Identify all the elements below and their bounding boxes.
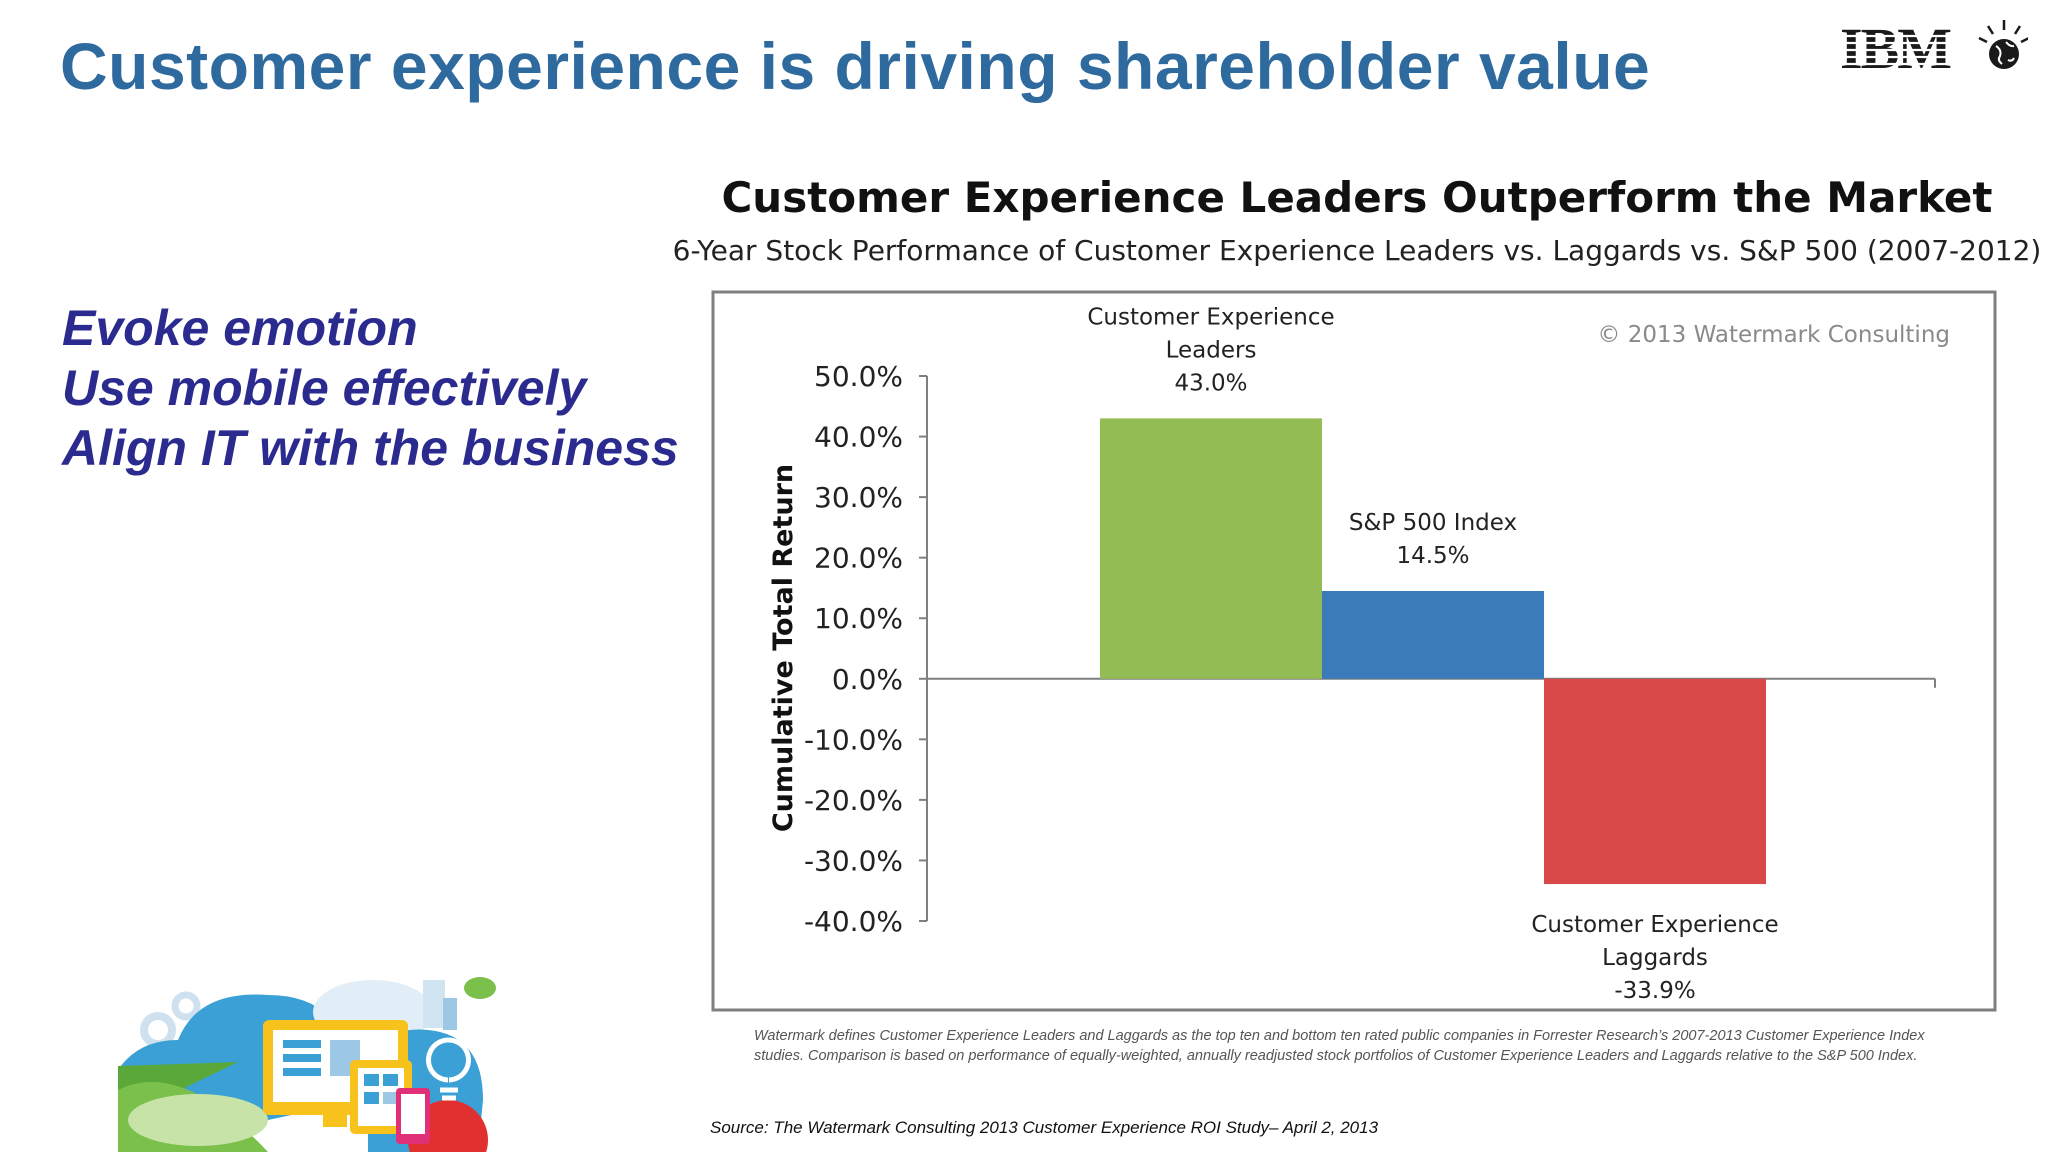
bar-2: [1322, 590, 1544, 679]
bullet-item: Align IT with the business: [62, 420, 679, 476]
ibm-logo-icon: IBM: [1838, 16, 2028, 81]
data-label: -33.9%: [1614, 978, 1695, 1004]
y-tick-label: -10.0%: [804, 723, 903, 756]
y-tick-label: 30.0%: [814, 481, 903, 514]
source-citation: Source: The Watermark Consulting 2013 Cu…: [710, 1118, 1379, 1137]
data-label: Customer Experience: [1087, 304, 1334, 330]
y-tick-label: 20.0%: [814, 542, 903, 575]
y-tick-label: 40.0%: [814, 421, 903, 454]
y-tick-label: 10.0%: [814, 602, 903, 635]
y-tick-label: -40.0%: [804, 905, 903, 938]
y-tick-label: 0.0%: [832, 663, 903, 696]
bullet-item: Evoke emotion: [62, 300, 418, 356]
y-axis-label: Cumulative Total Return: [768, 464, 799, 832]
bullet-list: Evoke emotion Use mobile effectively Ali…: [62, 298, 679, 478]
data-label: Leaders: [1166, 337, 1257, 363]
cloud-devices-illustration: [118, 977, 496, 1152]
bar-3: [1544, 678, 1766, 885]
y-tick-label: 50.0%: [814, 360, 903, 393]
data-label: Laggards: [1602, 945, 1708, 971]
y-tick-label: -30.0%: [804, 844, 903, 877]
chart-title: Customer Experience Leaders Outperform t…: [721, 173, 1992, 222]
bar-1: [1100, 418, 1322, 679]
chart-footnote: Watermark defines Customer Experience Le…: [754, 1028, 1925, 1064]
y-tick-label: -20.0%: [804, 784, 903, 817]
data-label: 14.5%: [1396, 543, 1469, 569]
logo-text: IBM: [1840, 16, 1951, 81]
data-label: Customer Experience: [1531, 912, 1778, 938]
slide-title: Customer experience is driving sharehold…: [60, 29, 1651, 103]
chart-subtitle: 6-Year Stock Performance of Customer Exp…: [673, 234, 2042, 267]
chart-frame: [711, 290, 1997, 1012]
data-label: S&P 500 Index: [1349, 510, 1517, 536]
chart-watermark: © 2013 Watermark Consulting: [1597, 322, 1950, 348]
bullet-item: Use mobile effectively: [62, 360, 587, 416]
data-label: 43.0%: [1174, 370, 1247, 396]
